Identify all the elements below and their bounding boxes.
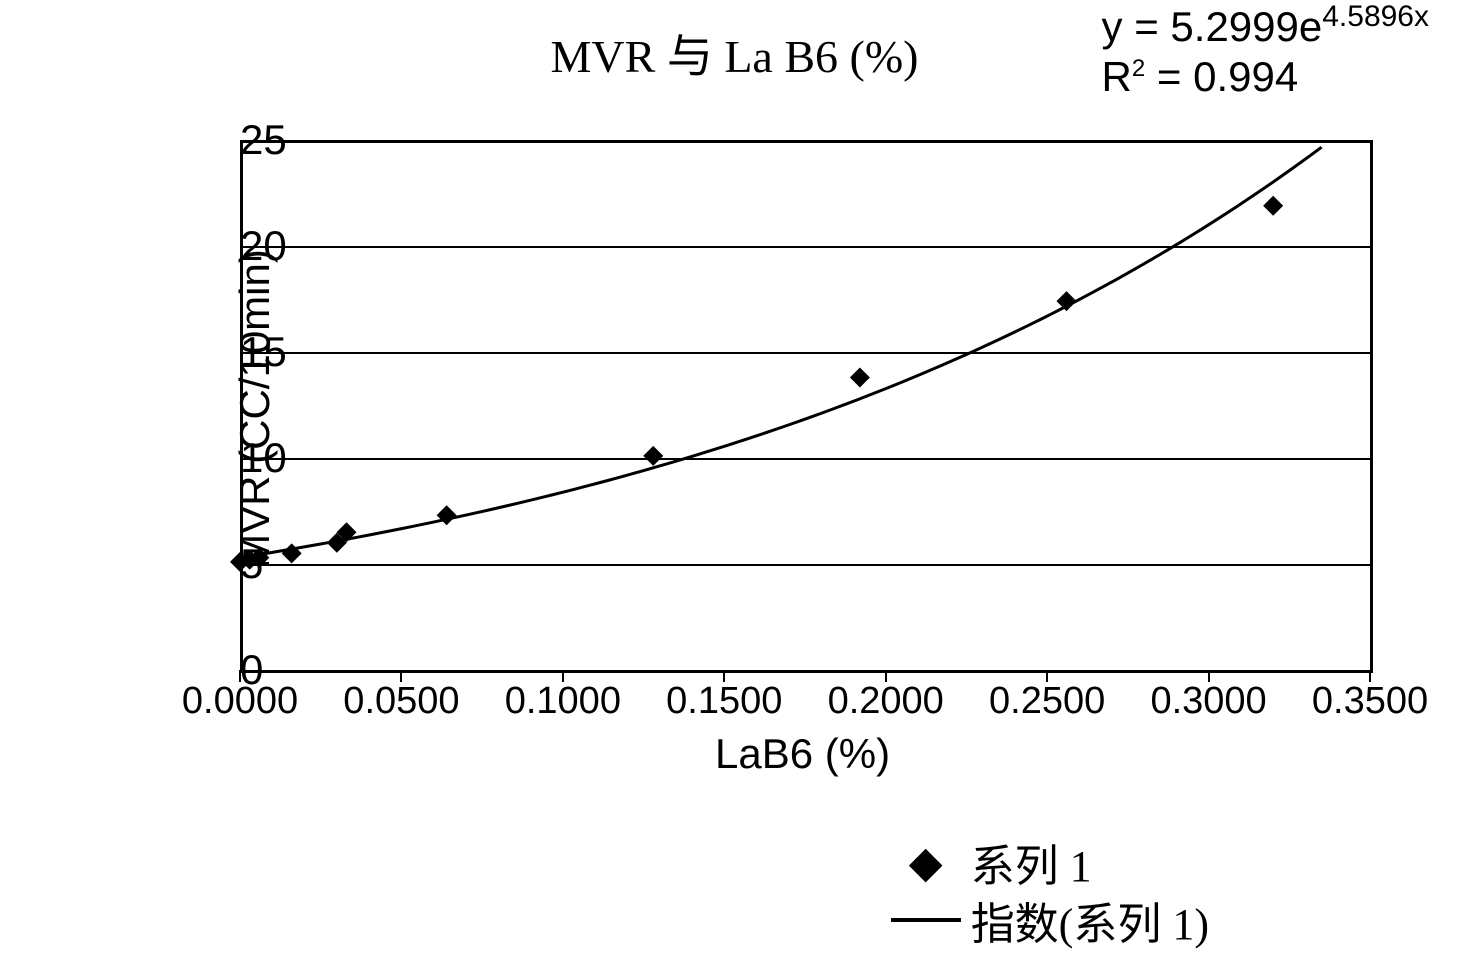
r2-value: = 0.994	[1145, 53, 1298, 100]
fit-curve	[240, 147, 1322, 557]
legend-label-fit: 指数(系列 1)	[971, 888, 1209, 952]
legend-item-fit: 指数(系列 1)	[881, 891, 1209, 949]
r2-label: R	[1102, 53, 1132, 100]
x-axis-label: LaB6 (%)	[715, 730, 890, 778]
r2-sup: 2	[1132, 55, 1145, 82]
line-icon	[881, 918, 971, 922]
legend-item-series1: ◆ 系列 1	[881, 833, 1209, 891]
r-squared-line: R2 = 0.994	[1102, 53, 1429, 101]
equation-line: y = 5.2999e4.5896x	[1102, 0, 1429, 51]
equation-exponent: 4.5896x	[1322, 0, 1429, 33]
data-marker	[1263, 196, 1283, 216]
diamond-icon: ◆	[881, 837, 971, 888]
data-marker	[643, 446, 663, 466]
plot-svg	[70, 120, 1410, 710]
regression-equation: y = 5.2999e4.5896x R2 = 0.994	[1102, 0, 1429, 101]
legend: ◆ 系列 1 指数(系列 1)	[881, 833, 1209, 949]
equation-prefix: y = 5.2999e	[1102, 3, 1323, 50]
data-marker	[850, 367, 870, 387]
chart-area: 05101520250.00000.05000.10000.15000.2000…	[70, 120, 1410, 780]
legend-label-series1: 系列 1	[971, 830, 1092, 894]
chart-title-text: MVR 与 La B6 (%)	[551, 31, 919, 82]
